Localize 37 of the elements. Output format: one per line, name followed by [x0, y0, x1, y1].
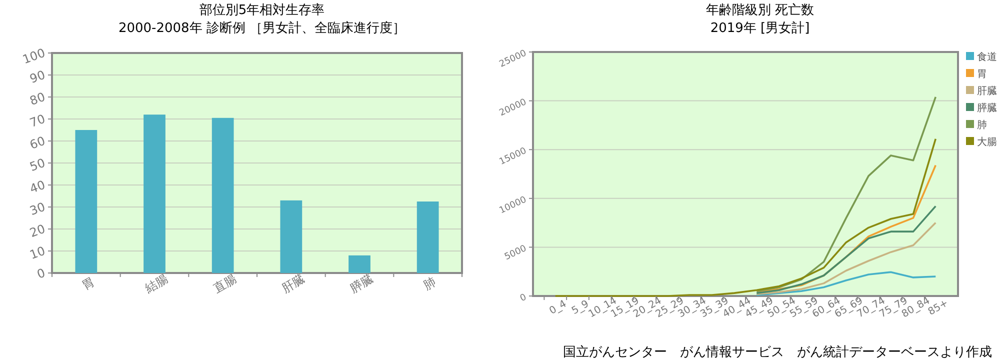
y-tick-label: 40: [28, 178, 48, 196]
y-tick-label: 60: [28, 134, 48, 152]
bar: [348, 255, 370, 273]
legend-label: 肝臓: [977, 85, 997, 97]
y-tick-label: 0: [35, 266, 48, 282]
y-tick-label: 20: [28, 222, 48, 240]
bar: [416, 202, 439, 273]
text: 国立がんセンター がん情報サービス がん統計データーベースより作成: [563, 344, 992, 360]
legend-label: 食道: [977, 51, 997, 63]
x-tick-label: 肺: [421, 274, 439, 293]
y-tick-label: 90: [28, 68, 48, 86]
chart-subtitle: 2019年 [男女計]: [710, 21, 810, 36]
legend-label: 膵臓: [977, 102, 997, 114]
x-tick-label: 胃: [79, 274, 97, 293]
chart-title: 年齢階級別 死亡数: [706, 2, 814, 18]
y-tick-label: 10: [28, 244, 48, 262]
chart-title: 部位別5年相対生存率: [199, 2, 325, 18]
x-tick-label: 直腸: [210, 271, 239, 296]
x-tick-label: 膵臓: [348, 271, 376, 296]
x-tick-label: 肝臓: [279, 271, 308, 296]
y-tick-label: 30: [28, 200, 48, 218]
y-tick-label: 50: [28, 156, 48, 174]
legend-label: 肺: [977, 119, 987, 131]
x-tick-label: 結腸: [142, 271, 170, 296]
bar: [75, 130, 98, 273]
chart-subtitle: 2000-2008年 診断例 ［男女計、全臨床進行度］: [118, 20, 406, 36]
x-tick-label: 0_4: [548, 298, 569, 318]
y-tick-label: 5000: [503, 244, 529, 263]
legend-label: 大腸: [977, 136, 997, 148]
bar: [280, 200, 302, 273]
legend-label: 胃: [977, 69, 987, 80]
y-tick-label: 0: [518, 292, 529, 304]
y-tick-label: 70: [28, 112, 48, 130]
y-tick-label: 80: [28, 90, 48, 108]
bar: [212, 118, 234, 273]
y-tick-label: 100: [20, 46, 48, 67]
bar: [144, 114, 166, 273]
